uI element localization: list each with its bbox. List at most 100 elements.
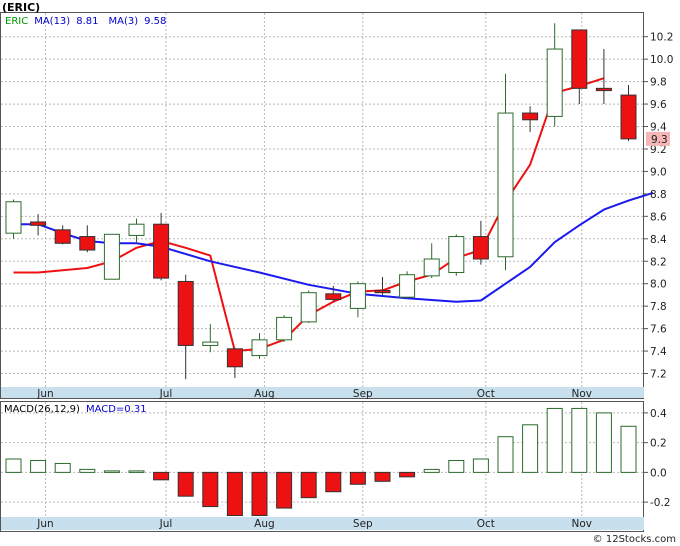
macd-bar-positive [497, 436, 514, 473]
price-y-tick-label: 10.2 [650, 32, 673, 44]
candle-up [5, 201, 22, 234]
candle-down [226, 348, 243, 368]
macd-legend-item: MACD(26,12,9) [4, 404, 80, 415]
price-y-tick-label: 7.8 [650, 301, 667, 313]
macd-bar-positive [546, 407, 563, 473]
candle-up [423, 258, 440, 277]
candle-down [30, 221, 47, 226]
price-x-tick-label: Oct [477, 388, 495, 400]
price-x-tick-label: Sep [353, 388, 373, 400]
candle-down [374, 289, 391, 294]
price-y-tick-label: 9.0 [650, 166, 667, 178]
price-x-axis: Jun Jul Aug Sep Oct Nov [1, 387, 644, 400]
watermark: © 12Stocks.com [593, 534, 676, 545]
macd-bar-negative [300, 471, 317, 499]
macd-x-tick-label: Nov [572, 518, 593, 530]
macd-bar-negative [349, 471, 366, 485]
macd-x-tick-label: Jul [159, 518, 173, 530]
macd-legend-item: MACD=0.31 [86, 404, 147, 415]
price-y-tick-label: 7.6 [650, 324, 667, 336]
macd-bar-positive [128, 470, 145, 473]
candle-up [202, 341, 219, 346]
price-y-tick-label: 7.2 [650, 369, 667, 381]
macd-bar-negative [325, 471, 342, 493]
candle-up [300, 292, 317, 323]
price-y-tick-label: 8.8 [650, 189, 667, 201]
macd-bar-positive [423, 468, 440, 473]
macd-bar-positive [595, 412, 612, 473]
price-legend-item: 9.58 [144, 16, 166, 27]
macd-y-tick-label: 0.4 [650, 408, 667, 420]
macd-x-tick-label: Jun [36, 518, 53, 530]
price-y-tick-label: 7.4 [650, 346, 667, 358]
candle-up [546, 48, 563, 117]
last-price-tag: 9.3 [646, 131, 670, 146]
macd-bar-positive [571, 407, 588, 473]
price-legend-item: MA(3) [108, 16, 138, 27]
macd-bar-negative [276, 471, 293, 509]
price-y-tick-label: 8.4 [650, 234, 667, 246]
price-y-tick-label: 9.6 [650, 99, 667, 111]
candle-down [522, 112, 539, 121]
candle-up [497, 112, 514, 258]
macd-bars [5, 407, 637, 517]
price-y-tick-label: 8.2 [650, 256, 667, 268]
candles [5, 23, 637, 380]
macd-y-tick-label: -0.2 [650, 497, 671, 509]
macd-bar-positive [448, 459, 465, 473]
price-panel [0, 12, 644, 399]
macd-bar-negative [374, 471, 391, 482]
macd-bar-positive [522, 424, 539, 473]
macd-bar-negative [153, 471, 170, 481]
candle-up [103, 233, 120, 280]
price-x-axis-band [1, 387, 644, 398]
price-legend: ERIC MA(13) 8.81 MA(3) 9.58 [5, 16, 166, 27]
price-y-tick-label: 9.4 [650, 122, 667, 134]
macd-y-tick-label: 0.2 [650, 438, 667, 450]
price-legend-item: MA(13) [34, 16, 70, 27]
candle-up [276, 316, 293, 341]
candle-down [472, 236, 489, 260]
price-y-axis: 7.2 7.4 7.6 7.8 8.0 8.2 8.4 8.6 8.8 9.0 9.2 9.4 9.6 9… [644, 32, 673, 381]
candle-down [54, 229, 71, 244]
price-y-tick-label: 10.0 [650, 54, 673, 66]
macd-x-tick-label: Aug [254, 518, 275, 530]
price-x-tick-label: Jun [36, 388, 53, 400]
macd-bar-negative [177, 471, 194, 497]
macd-bar-negative [399, 471, 416, 478]
price-legend-item: 8.81 [76, 16, 98, 27]
macd-bar-negative [251, 471, 268, 517]
candle-up [349, 283, 366, 309]
macd-x-axis-band [1, 517, 644, 530]
ticker-label: (ERIC) [2, 1, 40, 14]
last-price-tag-text: 9.3 [651, 134, 668, 146]
candle-down [620, 94, 637, 140]
macd-bar-negative [202, 471, 219, 508]
macd-x-tick-label: Sep [353, 518, 373, 530]
candle-up [399, 274, 416, 298]
macd-bar-positive [472, 458, 489, 473]
candle-down [153, 223, 170, 279]
candle-down [177, 280, 194, 346]
candle-down [595, 87, 612, 92]
price-y-tick-label: 8.0 [650, 279, 667, 291]
price-x-tick-label: Aug [254, 388, 275, 400]
price-y-tick-label: 8.6 [650, 211, 667, 223]
macd-y-tick-label: 0.0 [650, 467, 667, 479]
macd-bar-positive [620, 425, 637, 473]
price-grid [1, 13, 644, 387]
last-price-tag-bg [646, 131, 670, 146]
candle-up [128, 223, 145, 236]
macd-bar-positive [30, 459, 47, 473]
macd-bar-positive [5, 458, 22, 473]
price-y-tick-label: 9.2 [650, 144, 667, 156]
macd-legend: MACD(26,12,9) MACD=0.31 [4, 404, 147, 415]
macd-bar-positive [103, 470, 120, 473]
macd-x-axis: Jun Jul Aug Sep Oct Nov [1, 517, 644, 530]
macd-bar-positive [54, 462, 71, 473]
macd-x-tick-label: Oct [477, 518, 495, 530]
price-x-tick-label: Jul [159, 388, 173, 400]
macd-bar-positive [79, 468, 96, 473]
candle-down [571, 29, 588, 89]
